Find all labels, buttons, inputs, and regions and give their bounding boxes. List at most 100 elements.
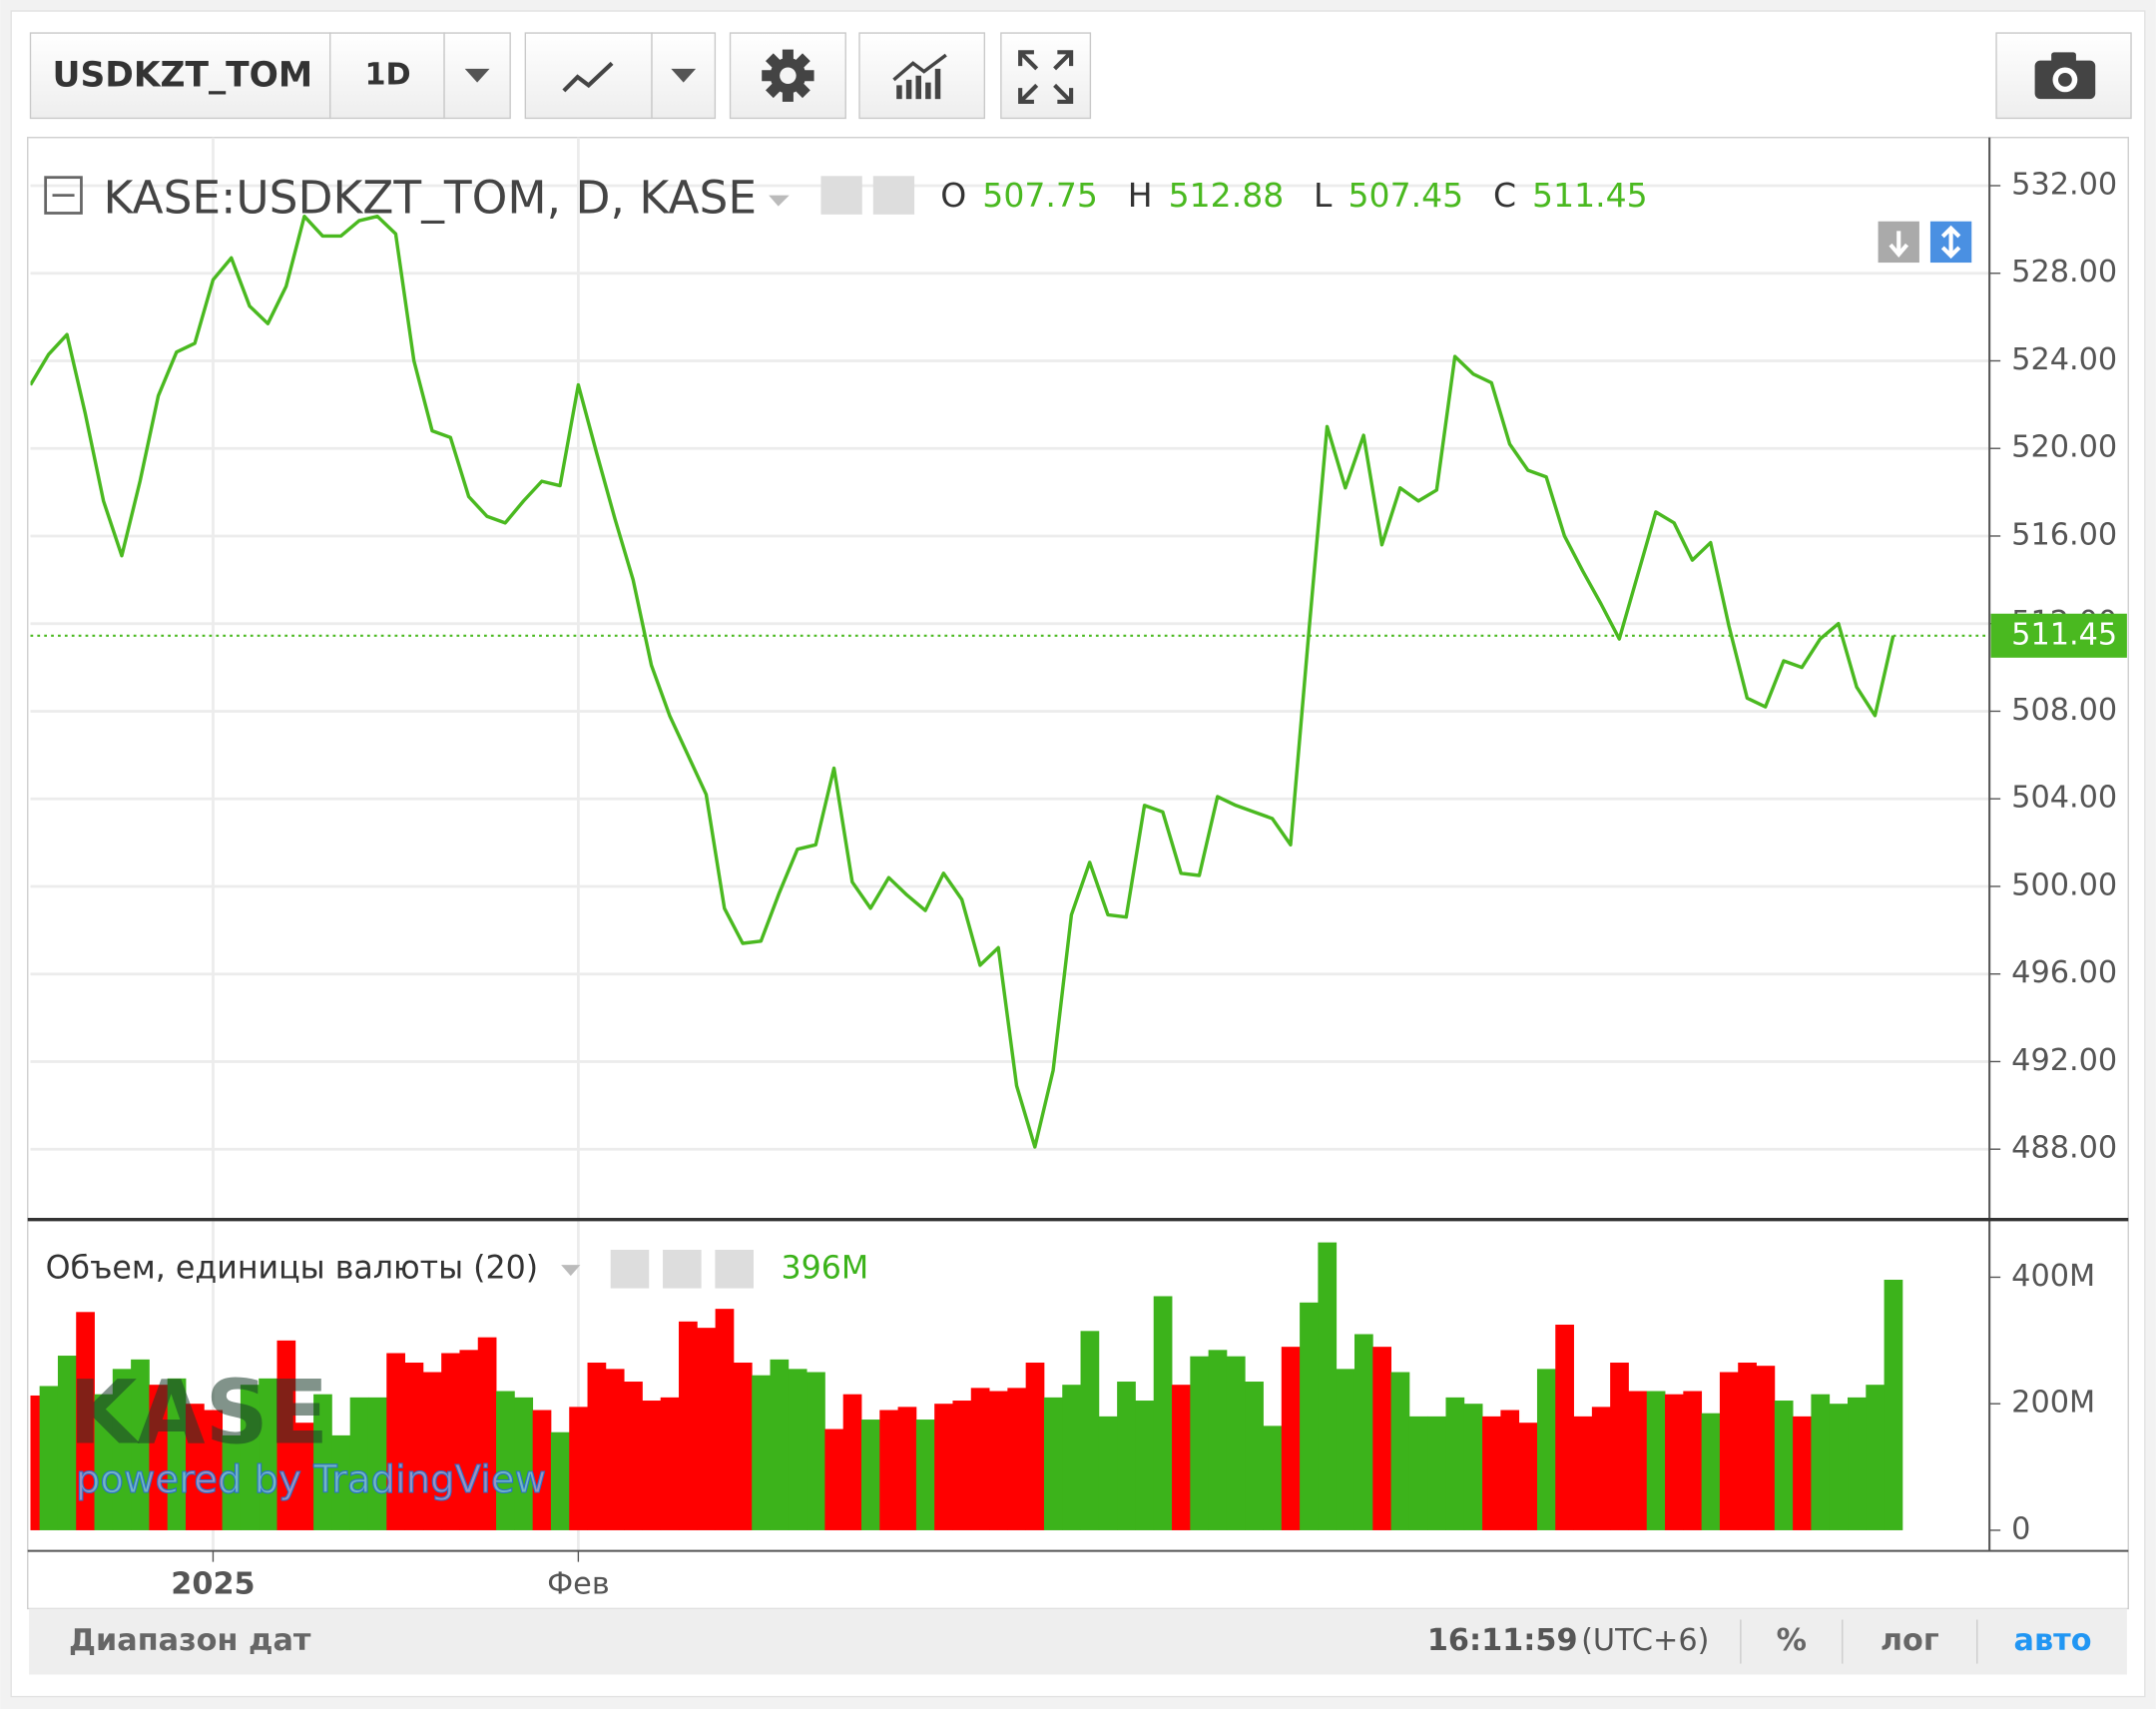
volume-bar <box>514 1397 534 1530</box>
y-tick-label: 488.00 <box>2011 1131 2117 1166</box>
y-tick-label: 528.00 <box>2011 255 2117 289</box>
volume-bar <box>131 1359 150 1530</box>
volume-bar <box>1117 1382 1136 1530</box>
y-tick-label: 492.00 <box>2011 1043 2117 1078</box>
timezone: (UTC+6) <box>1581 1623 1709 1658</box>
line-style-icon <box>562 61 614 93</box>
volume-value: 396M <box>782 1250 869 1286</box>
series-title: KASE:USDKZT_TOM, D, KASE <box>103 172 757 225</box>
volume-bar <box>952 1401 972 1530</box>
volume-bar <box>624 1382 643 1530</box>
volume-bar <box>733 1363 753 1530</box>
volume-bar <box>459 1350 479 1530</box>
collapse-icon[interactable] <box>44 176 83 215</box>
interval-label: 1D <box>364 57 410 92</box>
ohlc-value: 507.75 <box>982 175 1098 214</box>
volume-bar <box>1591 1407 1611 1530</box>
volume-bar <box>1135 1401 1155 1530</box>
visibility-icon[interactable] <box>820 176 862 215</box>
volume-bar <box>186 1404 205 1530</box>
volume-bar <box>752 1375 771 1530</box>
volume-bar <box>167 1378 187 1530</box>
gear-icon <box>762 49 814 102</box>
indicators-button[interactable] <box>858 32 986 120</box>
volume-bar <box>30 1395 41 1530</box>
volume-bar <box>1811 1394 1831 1530</box>
volume-bar <box>259 1378 277 1530</box>
volume-bar <box>331 1434 351 1530</box>
symbol-button[interactable] <box>29 32 331 120</box>
grid <box>30 137 2001 1562</box>
volume-bar <box>1408 1416 1428 1530</box>
y-tick-label: 508.00 <box>2011 693 2117 728</box>
ohlc-key: O <box>940 175 966 214</box>
x-tick-label: 2025 <box>171 1567 255 1602</box>
ohlc-value: 511.45 <box>1532 175 1648 214</box>
dropdown-arrow <box>769 195 790 207</box>
volume-bar <box>860 1420 880 1530</box>
volume-bar <box>1007 1388 1027 1530</box>
volume-bar <box>1390 1372 1410 1530</box>
volume-bar <box>1756 1366 1776 1530</box>
log-toggle[interactable]: лог <box>1881 1623 1939 1658</box>
y-tick-label: 0 <box>2011 1511 2030 1546</box>
volume-bar <box>1463 1404 1483 1530</box>
settings-icon[interactable] <box>872 176 915 215</box>
volume-bar <box>1518 1423 1538 1530</box>
remove-icon[interactable] <box>715 1249 754 1289</box>
visibility-icon[interactable] <box>610 1249 650 1289</box>
arrow-icon <box>1888 231 1909 258</box>
volume-bar <box>605 1369 625 1530</box>
volume-bar <box>1665 1394 1684 1530</box>
volume-bar <box>1500 1410 1520 1530</box>
status-bar <box>29 1608 2127 1675</box>
last-price-tag <box>1990 613 2127 658</box>
volume-bar <box>642 1401 662 1530</box>
volume-bar <box>1427 1416 1446 1530</box>
ohlc-key: L <box>1314 175 1333 214</box>
volume-bar <box>587 1363 607 1530</box>
volume-bar <box>1774 1401 1794 1530</box>
volume-bar <box>112 1369 132 1530</box>
y-tick-label: 520.00 <box>2011 430 2117 465</box>
interval-button[interactable] <box>329 32 445 120</box>
volume-bar <box>1281 1347 1301 1530</box>
volume-bar <box>1793 1416 1812 1530</box>
chart-style-button[interactable] <box>524 32 653 120</box>
ohlc-key: C <box>1493 175 1516 214</box>
volume-bar <box>1738 1363 1757 1530</box>
fullscreen-button[interactable] <box>1000 32 1092 120</box>
watermark-credit: powered by TradingView <box>76 1457 546 1502</box>
volume-bar <box>39 1386 59 1530</box>
volume-bar <box>1300 1302 1319 1530</box>
percent-toggle[interactable]: % <box>1777 1623 1807 1658</box>
volume-bar <box>532 1410 552 1530</box>
volume-bar <box>404 1363 424 1530</box>
volume-title: Объем, единицы валюты (20) <box>46 1250 539 1286</box>
volume-bar <box>788 1369 808 1530</box>
settings-icon[interactable] <box>663 1249 702 1289</box>
volume-bar <box>1884 1279 1903 1530</box>
volume-bar <box>569 1407 588 1530</box>
volume-bar <box>1610 1363 1629 1530</box>
volume-bar <box>1555 1324 1574 1530</box>
volume-bar <box>1482 1416 1501 1530</box>
ohlc-legend: O 507.75 H 512.88 L 507.45 C 511.45 <box>940 175 1647 214</box>
y-tick-label: 200M <box>2011 1386 2095 1421</box>
volume-bar <box>1646 1391 1666 1530</box>
volume-bar <box>1573 1416 1593 1530</box>
volume-bar <box>1062 1385 1081 1530</box>
volume-bar <box>149 1385 169 1530</box>
volume-bar <box>1190 1356 1210 1530</box>
symbol-label: USDKZT_TOM <box>53 56 313 96</box>
date-range-button[interactable]: Диапазон дат <box>69 1623 311 1658</box>
volume-bar <box>1701 1413 1721 1530</box>
ohlc-value: 507.45 <box>1348 175 1464 214</box>
volume-bar <box>1226 1356 1246 1530</box>
volume-bar <box>496 1391 515 1530</box>
volume-bar <box>915 1420 935 1530</box>
auto-toggle[interactable]: авто <box>2014 1623 2092 1658</box>
volume-bar <box>1848 1397 1867 1530</box>
y-tick-label: 532.00 <box>2011 167 2117 202</box>
